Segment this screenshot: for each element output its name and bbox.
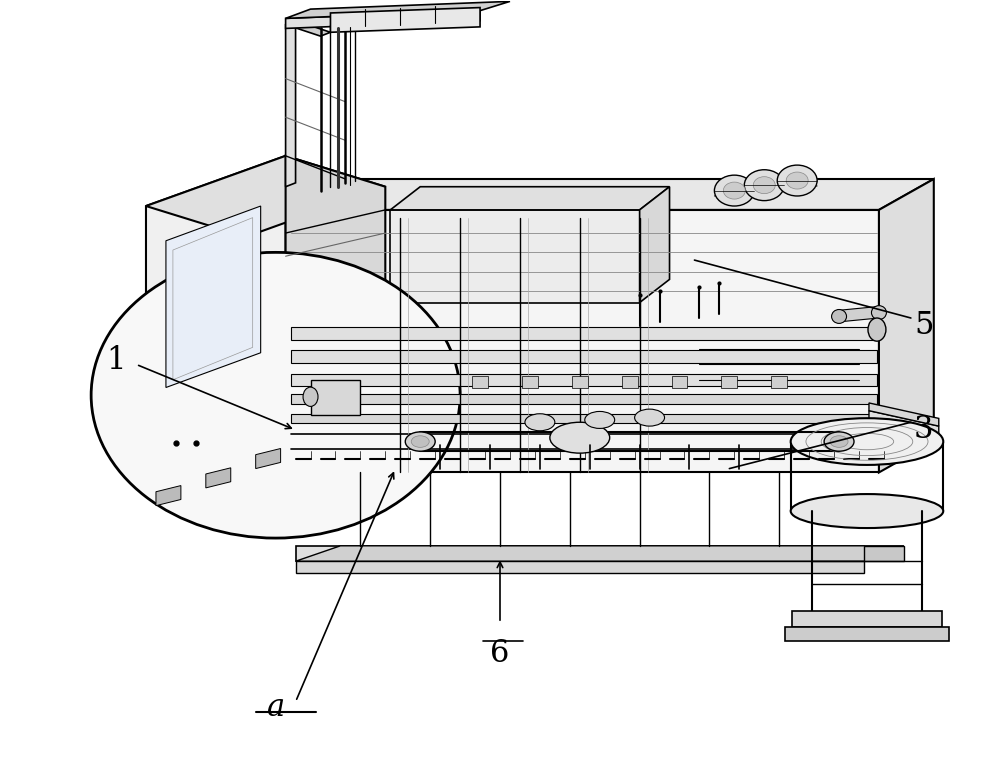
Polygon shape <box>869 411 939 434</box>
Ellipse shape <box>791 418 943 465</box>
Polygon shape <box>472 376 488 388</box>
Polygon shape <box>390 187 670 210</box>
Polygon shape <box>792 611 942 627</box>
Ellipse shape <box>303 388 318 406</box>
Ellipse shape <box>868 318 886 341</box>
Ellipse shape <box>832 309 847 323</box>
Text: 6: 6 <box>490 639 510 670</box>
Polygon shape <box>146 156 385 237</box>
Ellipse shape <box>411 436 429 447</box>
Polygon shape <box>672 376 687 388</box>
Circle shape <box>714 175 754 206</box>
Polygon shape <box>390 210 640 302</box>
Circle shape <box>91 253 460 538</box>
Ellipse shape <box>550 422 610 453</box>
Polygon shape <box>839 306 879 322</box>
Polygon shape <box>206 468 231 488</box>
Ellipse shape <box>791 494 943 528</box>
Circle shape <box>753 177 775 194</box>
Polygon shape <box>771 376 787 388</box>
Polygon shape <box>291 394 877 404</box>
Polygon shape <box>296 561 864 573</box>
Polygon shape <box>166 206 261 388</box>
Polygon shape <box>622 376 638 388</box>
Ellipse shape <box>635 409 665 426</box>
Polygon shape <box>330 8 480 33</box>
Ellipse shape <box>405 432 435 451</box>
Polygon shape <box>291 414 877 423</box>
Ellipse shape <box>871 305 886 319</box>
Text: a: a <box>267 693 285 724</box>
Polygon shape <box>286 21 296 187</box>
Text: 3: 3 <box>914 415 934 446</box>
Text: 1: 1 <box>106 345 126 376</box>
Circle shape <box>723 182 745 199</box>
Ellipse shape <box>585 412 615 429</box>
Polygon shape <box>864 546 904 561</box>
Polygon shape <box>291 327 877 339</box>
Polygon shape <box>785 627 949 641</box>
Polygon shape <box>869 403 939 426</box>
Polygon shape <box>291 350 877 363</box>
Ellipse shape <box>830 436 848 447</box>
Polygon shape <box>286 2 510 19</box>
Polygon shape <box>256 449 281 469</box>
Polygon shape <box>640 187 670 302</box>
Polygon shape <box>296 546 864 561</box>
Polygon shape <box>146 442 385 522</box>
Circle shape <box>777 165 817 196</box>
Ellipse shape <box>525 414 555 431</box>
Polygon shape <box>721 376 737 388</box>
Polygon shape <box>286 179 934 210</box>
Polygon shape <box>522 376 538 388</box>
Polygon shape <box>879 179 934 473</box>
Polygon shape <box>291 374 877 386</box>
Polygon shape <box>286 210 879 473</box>
Polygon shape <box>156 486 181 505</box>
Polygon shape <box>296 546 904 561</box>
Circle shape <box>786 172 808 189</box>
Circle shape <box>744 170 784 201</box>
Polygon shape <box>286 156 385 473</box>
Polygon shape <box>286 21 330 36</box>
Polygon shape <box>572 376 588 388</box>
Polygon shape <box>146 156 286 492</box>
Polygon shape <box>286 11 480 29</box>
Text: 5: 5 <box>914 310 934 341</box>
Polygon shape <box>311 380 360 415</box>
Ellipse shape <box>824 432 854 451</box>
